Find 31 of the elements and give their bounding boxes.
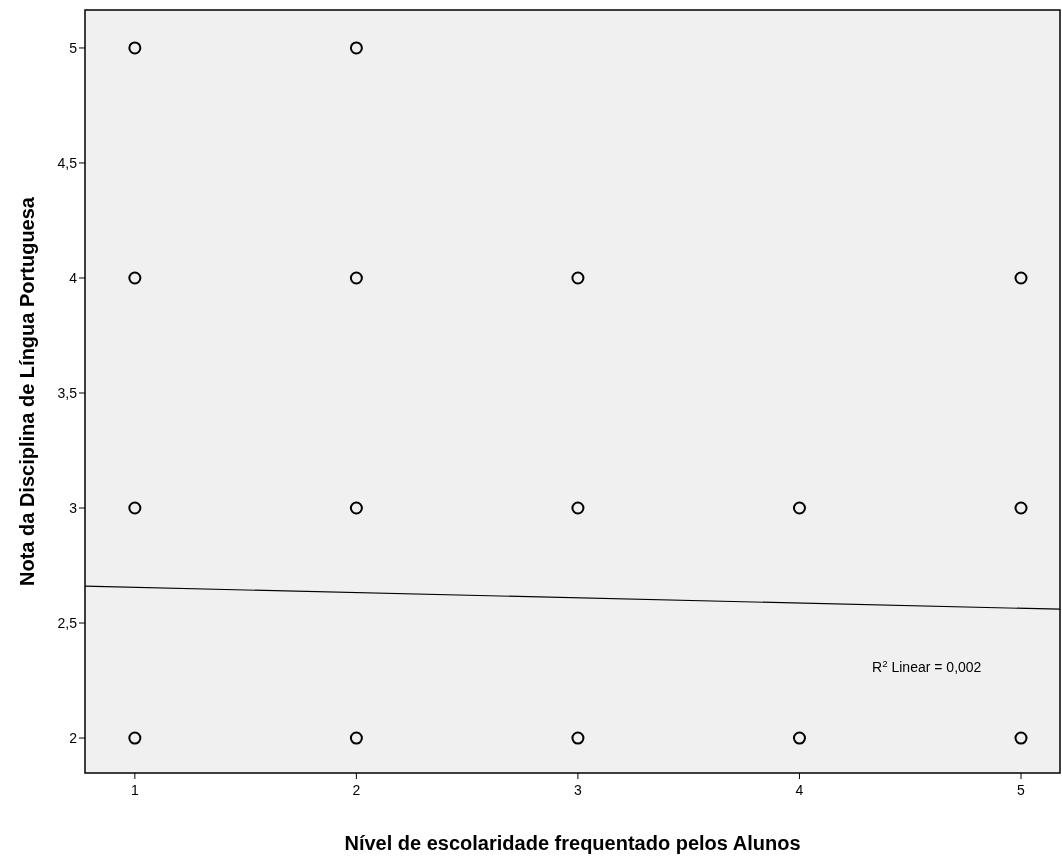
- point: [571, 731, 585, 745]
- point: [571, 271, 585, 285]
- point: [792, 501, 806, 515]
- y-tick-label: 5: [69, 39, 78, 56]
- x-tick-label: 4: [795, 782, 804, 798]
- point: [792, 731, 806, 745]
- point: [128, 731, 142, 745]
- point: [1014, 271, 1028, 285]
- point: [571, 501, 585, 515]
- point: [128, 501, 142, 515]
- y-tick-label: 2,5: [57, 615, 78, 632]
- point: [1014, 731, 1028, 745]
- y-tick-label: 3,5: [57, 385, 78, 401]
- y-tick-label: 4,5: [57, 154, 78, 171]
- x-tick-label: 2: [352, 782, 361, 798]
- y-tick-label: 4: [69, 269, 78, 286]
- point: [349, 731, 363, 745]
- x-tick-label: 3: [574, 782, 583, 798]
- x-tick-label: 5: [1017, 782, 1026, 798]
- point: [128, 41, 142, 55]
- x-axis-title: Nível de escolaridade frequentado pelos Alunos: [344, 832, 801, 854]
- point: [349, 501, 363, 515]
- point: [349, 41, 363, 55]
- point: [1014, 501, 1028, 515]
- annotation: R$^{2}$ Linear = 0,002: [872, 657, 982, 675]
- y-tick-label: 2: [69, 730, 78, 747]
- point: [349, 271, 363, 285]
- y-tick-label: 3: [69, 500, 78, 517]
- point: [128, 271, 142, 285]
- x-tick-label: 1: [130, 782, 139, 798]
- y-axis-title: Nota da Disciplina de Língua Portuguesa: [16, 196, 38, 586]
